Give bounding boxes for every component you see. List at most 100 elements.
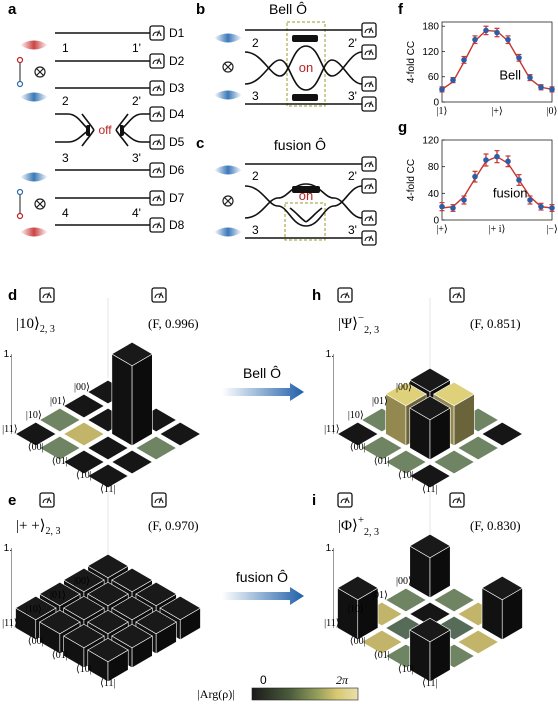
fusion-arrow: fusion Ô [222, 569, 304, 605]
matrix-bar [63, 421, 105, 447]
detector-icon [149, 53, 165, 69]
col-label: ⟨11| [100, 678, 116, 689]
port-out: 2' [348, 36, 357, 50]
z-axis-tick: 1. [4, 349, 12, 360]
panel-f-label: f [398, 1, 404, 18]
data-point [472, 173, 478, 180]
detector-icon [361, 22, 377, 38]
detector-icon [149, 190, 165, 206]
detector-label: D1 [169, 26, 185, 40]
col-label: ⟨10| [398, 664, 414, 675]
port-in: 2 [252, 36, 259, 50]
colorbar-label: |Arg(ρ)| [197, 687, 234, 701]
port-out: 2' [348, 169, 357, 183]
data-point [527, 74, 533, 81]
panel-c-label: c [196, 135, 204, 152]
detector-label: D2 [169, 54, 185, 68]
data-point [505, 36, 511, 43]
data-point [472, 36, 478, 43]
data-point [483, 157, 489, 163]
x-tick-label: |+ i⟩ [489, 224, 506, 235]
panel-b: b Bell Ô on 2 3 2' 3' [196, 1, 377, 112]
port-in: 3 [252, 223, 259, 237]
matrix-bar [481, 575, 524, 641]
data-point [527, 197, 533, 203]
detector-icon [151, 287, 167, 303]
data-point [494, 153, 500, 160]
row-label: |00⟩ [74, 576, 90, 587]
matrix-bar [159, 421, 202, 447]
row-label: |11⟩ [324, 424, 340, 435]
matrix-bar [409, 395, 451, 461]
col-label: ⟨11| [422, 484, 438, 495]
matrix-bar [385, 449, 427, 475]
state-label: |Ψ⟩−2, 3 [338, 312, 379, 336]
red-photon-icon [20, 40, 48, 50]
port-in: 2 [62, 94, 69, 108]
detector-label: D4 [169, 107, 185, 121]
y-axis-label: 4-fold CC [406, 159, 417, 201]
tensor-icon [34, 198, 46, 210]
panel-a: a [8, 1, 185, 237]
matrix-bar [39, 435, 81, 461]
row-label: |01⟩ [372, 396, 388, 407]
state-label: |Φ⟩+2, 3 [338, 514, 379, 538]
detector-icon [149, 80, 165, 96]
matrix-bar [457, 629, 499, 655]
fusion-arrow-label: fusion Ô [236, 569, 288, 585]
row-label: |10⟩ [26, 410, 42, 421]
detector-icon [361, 178, 377, 194]
detector-icon [149, 217, 165, 233]
matrix-bar [361, 629, 403, 655]
source-waves [16, 40, 48, 237]
detector-icon [449, 492, 465, 508]
matrix-bar [433, 449, 475, 475]
matrix-bar [135, 435, 177, 461]
row-label: |00⟩ [396, 576, 412, 587]
row-label: |10⟩ [348, 604, 364, 615]
chart-annotation: fusion [493, 186, 528, 201]
detector-icon [39, 287, 55, 303]
port-in: 2 [252, 169, 259, 183]
data-point [450, 205, 456, 211]
detector-icon [449, 287, 465, 303]
detector-icon [149, 25, 165, 41]
row-label: |11⟩ [2, 618, 18, 629]
col-label: ⟨10| [76, 664, 92, 675]
detector-icon [361, 96, 377, 112]
panel-h: h |Ψ⟩−2, 3 (F, 0.851) 1. |11⟩ |10⟩ |01⟩ |00⟩ ⟨00… [312, 287, 524, 495]
matrix-bar [87, 637, 129, 683]
switch-state: on [299, 60, 313, 75]
matrix-bar [409, 533, 451, 599]
x-tick-label: |+⟩ [436, 224, 448, 235]
row-label: |11⟩ [2, 424, 18, 435]
panel-b-label: b [196, 1, 205, 18]
detector-icon [361, 156, 377, 172]
data-point [439, 203, 445, 210]
y-tick-label: 120 [422, 136, 439, 147]
blue-photon-icon [20, 92, 48, 102]
y-tick-label: 0 [433, 98, 439, 109]
data-point [549, 205, 555, 211]
matrix-bar [409, 463, 451, 489]
data-point [461, 57, 467, 63]
data-point [538, 84, 544, 91]
detector-label: D5 [169, 135, 185, 149]
detector-icon [149, 106, 165, 122]
fidelity-label: (F, 0.830) [470, 518, 521, 533]
row-label: |01⟩ [50, 396, 66, 407]
col-label: ⟨01| [374, 456, 390, 467]
matrix-bar [409, 617, 451, 683]
col-label: ⟨11| [100, 484, 116, 495]
detector-icon [361, 76, 377, 92]
data-point [538, 203, 544, 210]
detector-icon [361, 44, 377, 60]
col-label: ⟨00| [28, 636, 44, 647]
port-in: 3 [62, 151, 69, 165]
state-label: |10⟩2, 3 [16, 316, 55, 335]
blue-photon-icon [214, 165, 242, 175]
x-tick-label: |−⟩ [546, 224, 558, 235]
y-tick-label: 60 [428, 72, 440, 83]
blue-photon-icon [214, 227, 242, 237]
tensor-icon [222, 195, 234, 207]
